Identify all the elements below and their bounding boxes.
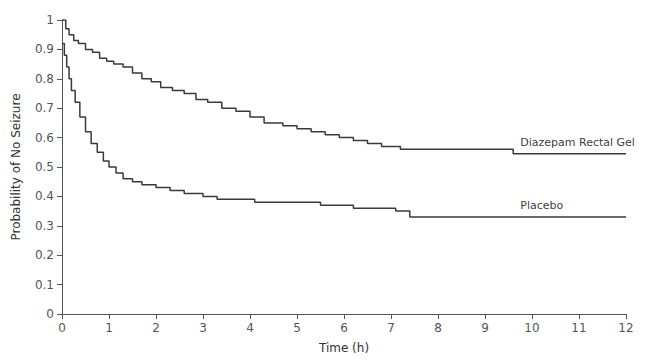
svg-text:7: 7 [387, 321, 395, 335]
svg-text:8: 8 [434, 321, 442, 335]
svg-text:4: 4 [246, 321, 254, 335]
svg-text:0: 0 [46, 307, 54, 321]
svg-text:3: 3 [199, 321, 207, 335]
svg-text:9: 9 [481, 321, 489, 335]
svg-text:Diazepam Rectal Gel: Diazepam Rectal Gel [520, 136, 635, 149]
svg-text:6: 6 [340, 321, 348, 335]
svg-text:12: 12 [618, 321, 633, 335]
svg-text:0: 0 [58, 321, 66, 335]
svg-text:Time (h): Time (h) [318, 341, 369, 355]
svg-text:0.8: 0.8 [35, 72, 54, 86]
svg-text:0.3: 0.3 [35, 219, 54, 233]
svg-text:0.7: 0.7 [35, 101, 54, 115]
svg-text:2: 2 [152, 321, 160, 335]
svg-text:Placebo: Placebo [520, 199, 563, 212]
svg-text:1: 1 [105, 321, 113, 335]
svg-text:0.4: 0.4 [35, 189, 54, 203]
svg-text:Probability of No Seizure: Probability of No Seizure [9, 93, 23, 240]
svg-text:5: 5 [293, 321, 301, 335]
svg-text:1: 1 [46, 13, 54, 27]
svg-text:0.9: 0.9 [35, 42, 54, 56]
svg-text:11: 11 [571, 321, 586, 335]
svg-text:0.2: 0.2 [35, 248, 54, 262]
svg-text:0.5: 0.5 [35, 160, 54, 174]
svg-text:10: 10 [524, 321, 539, 335]
svg-text:0.6: 0.6 [35, 131, 54, 145]
svg-text:0.1: 0.1 [35, 278, 54, 292]
